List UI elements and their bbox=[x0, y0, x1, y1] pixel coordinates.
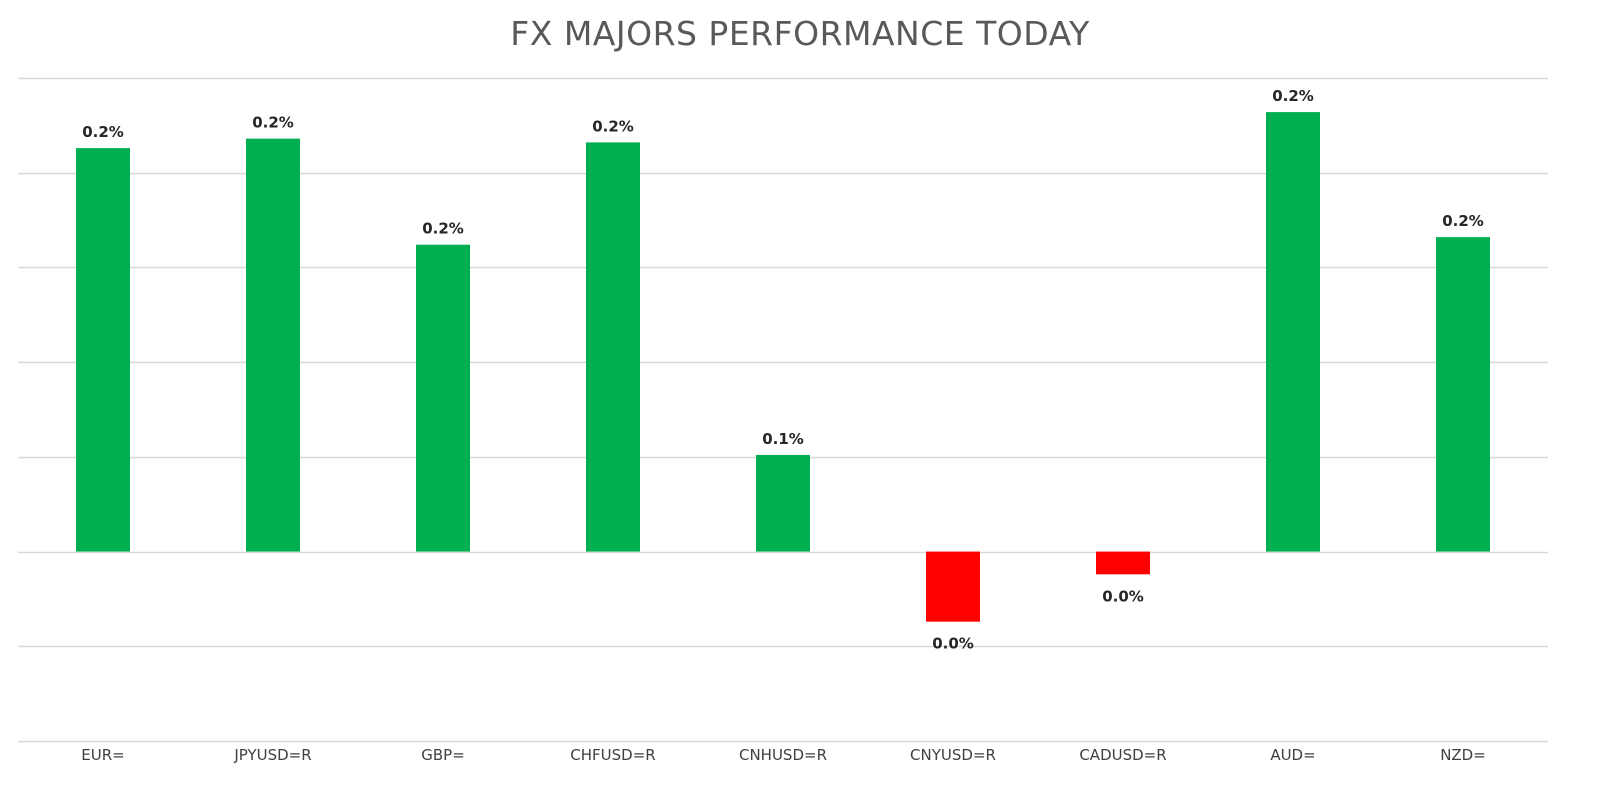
x-tick-label: CNHUSD=R bbox=[739, 746, 827, 764]
data-label: 0.2% bbox=[422, 220, 464, 238]
data-label: 0.2% bbox=[1272, 87, 1314, 105]
bar-gbp bbox=[416, 244, 470, 552]
bar-eur bbox=[76, 148, 130, 552]
data-label: 0.0% bbox=[932, 635, 974, 653]
data-label: 0.2% bbox=[252, 114, 294, 132]
data-label: 0.0% bbox=[1102, 587, 1144, 605]
bar-cnyusd-r bbox=[926, 551, 980, 622]
data-label: 0.2% bbox=[592, 117, 634, 135]
x-tick-label: NZD= bbox=[1440, 746, 1486, 764]
x-tick-label: JPYUSD=R bbox=[233, 746, 311, 764]
bar-cnhusd-r bbox=[756, 454, 810, 552]
bar-cadusd-r bbox=[1096, 551, 1150, 575]
x-axis-tick-labels: EUR= JPYUSD=R GBP= CHFUSD=R CNHUSD=R CNYUSD=R… bbox=[81, 746, 1486, 764]
chart-title: FX MAJORS PERFORMANCE TODAY bbox=[510, 14, 1090, 53]
bar-jpyusd-r bbox=[246, 138, 300, 552]
data-label: 0.2% bbox=[1442, 212, 1484, 230]
x-tick-label: EUR= bbox=[81, 746, 124, 764]
x-tick-label: GBP= bbox=[421, 746, 465, 764]
x-tick-label: CADUSD=R bbox=[1079, 746, 1166, 764]
bar-chfusd-r bbox=[586, 142, 640, 552]
bar-aud bbox=[1266, 112, 1320, 552]
bars bbox=[76, 112, 1490, 622]
bar-nzd bbox=[1436, 237, 1490, 552]
x-tick-label: CHFUSD=R bbox=[570, 746, 655, 764]
x-tick-label: CNYUSD=R bbox=[910, 746, 996, 764]
x-tick-label: AUD= bbox=[1270, 746, 1315, 764]
data-label: 0.1% bbox=[762, 430, 804, 448]
data-label: 0.2% bbox=[82, 123, 124, 141]
data-labels: 0.2% 0.2% 0.2% 0.2% 0.1% 0.0% 0.0% 0.2% 0.2% bbox=[82, 87, 1484, 653]
